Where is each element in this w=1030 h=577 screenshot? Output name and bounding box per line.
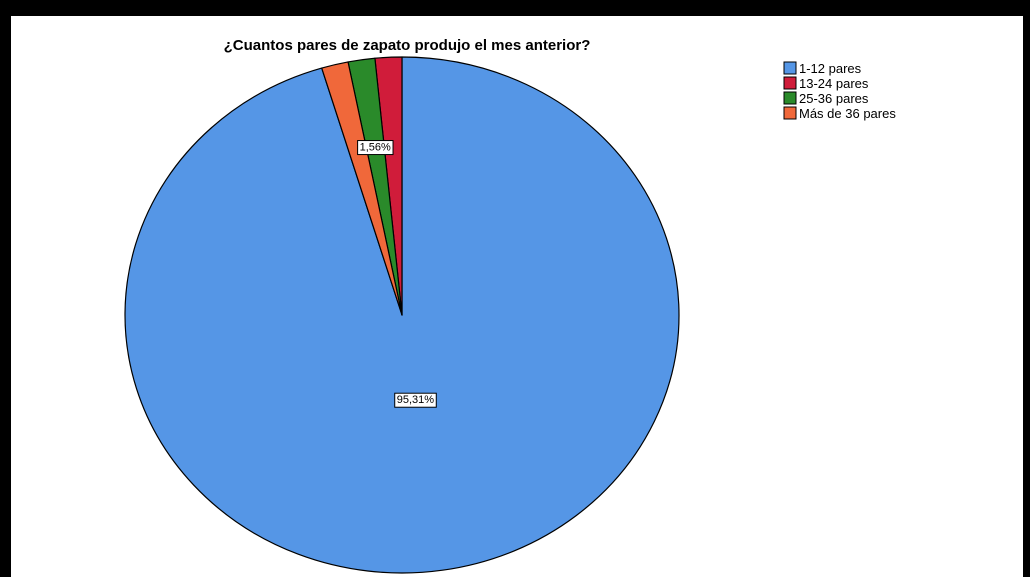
- legend-swatch: [783, 61, 797, 75]
- pie-chart: ¿Cuantos pares de zapato produjo el mes …: [124, 37, 896, 574]
- legend-swatch: [783, 91, 797, 105]
- data-label-box: [394, 392, 437, 408]
- data-label-box: [357, 140, 394, 156]
- data-label-text: 1,56%: [360, 142, 391, 154]
- legend-swatch: [783, 76, 797, 90]
- legend-label: 13-24 pares: [799, 76, 869, 91]
- pie-data-labels: 95,31% 1,56%: [357, 140, 437, 408]
- legend-label: 1-12 pares: [799, 61, 862, 76]
- data-label-1-12-pares: 95,31%: [394, 392, 437, 408]
- pie-slices: [124, 56, 680, 574]
- legend-item-mas-de-36-pares: Más de 36 pares: [783, 106, 896, 121]
- chart-title: ¿Cuantos pares de zapato produjo el mes …: [224, 37, 591, 54]
- data-label-25-36-pares: 1,56%: [357, 140, 394, 156]
- legend-item-25-36-pares: 25-36 pares: [783, 91, 869, 106]
- pie-slice-mas-de-36-pares: [321, 61, 403, 316]
- data-label-text: 95,31%: [397, 394, 435, 406]
- legend-label: 25-36 pares: [799, 91, 869, 106]
- chart-frame: ¿Cuantos pares de zapato produjo el mes …: [11, 16, 1023, 577]
- legend-swatch: [783, 106, 797, 120]
- legend-item-1-12-pares: 1-12 pares: [783, 61, 862, 76]
- legend-label: Más de 36 pares: [799, 106, 896, 121]
- legend-item-13-24-pares: 13-24 pares: [783, 76, 869, 91]
